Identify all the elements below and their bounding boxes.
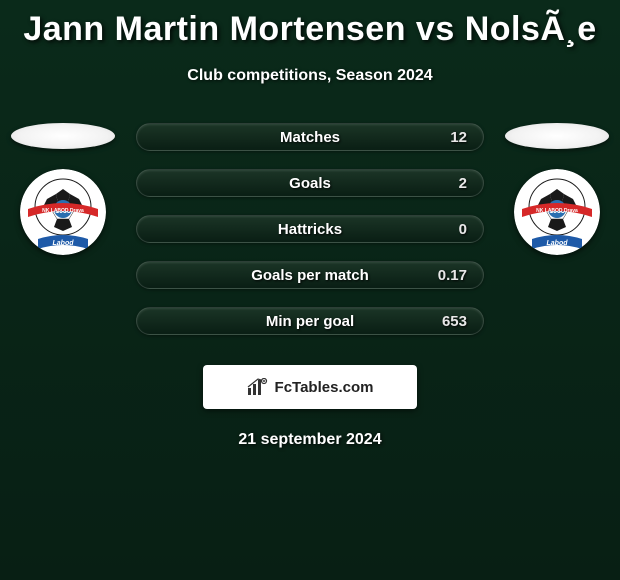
stat-label: Goals per match [251, 267, 369, 284]
svg-text:Labod: Labod [53, 240, 75, 247]
stat-value: 0 [459, 221, 467, 238]
page-title: Jann Martin Mortensen vs NolsÃ¸e [0, 0, 620, 49]
bar-chart-icon [247, 378, 269, 396]
stats-column: Matches 12 Goals 2 Hattricks 0 Goals per… [118, 123, 502, 353]
stat-bar-goals-per-match: Goals per match 0.17 [136, 261, 484, 289]
footer-logo: FcTables.com [247, 378, 374, 396]
stat-value: 0.17 [438, 267, 467, 284]
club-badge-icon: 1933 NK LABOD Drava Labod [514, 169, 600, 255]
stat-label: Goals [289, 175, 331, 192]
stat-value: 653 [442, 313, 467, 330]
stat-bar-matches: Matches 12 [136, 123, 484, 151]
stat-label: Matches [280, 129, 340, 146]
stat-label: Hattricks [278, 221, 342, 238]
stat-value: 12 [450, 129, 467, 146]
stat-label: Min per goal [266, 313, 354, 330]
svg-text:Labod: Labod [547, 240, 569, 247]
main-row: 1933 NK LABOD Drava Labod Matches 12 Goa… [0, 123, 620, 353]
stat-value: 2 [459, 175, 467, 192]
svg-text:NK LABOD Drava: NK LABOD Drava [536, 208, 578, 214]
footer-brand-box[interactable]: FcTables.com [203, 365, 417, 409]
subtitle: Club competitions, Season 2024 [0, 67, 620, 85]
footer-date: 21 september 2024 [0, 431, 620, 449]
right-column: 1933 NK LABOD Drava Labod [502, 123, 612, 255]
club-logo-left: 1933 NK LABOD Drava Labod [20, 169, 106, 255]
stat-bar-min-per-goal: Min per goal 653 [136, 307, 484, 335]
footer-brand-text: FcTables.com [275, 379, 374, 396]
left-column: 1933 NK LABOD Drava Labod [8, 123, 118, 255]
stat-bar-goals: Goals 2 [136, 169, 484, 197]
club-logo-right: 1933 NK LABOD Drava Labod [514, 169, 600, 255]
svg-text:NK LABOD Drava: NK LABOD Drava [42, 208, 84, 214]
stat-bar-hattricks: Hattricks 0 [136, 215, 484, 243]
player-ellipse-right [505, 123, 609, 149]
club-badge-icon: 1933 NK LABOD Drava Labod [20, 169, 106, 255]
player-ellipse-left [11, 123, 115, 149]
